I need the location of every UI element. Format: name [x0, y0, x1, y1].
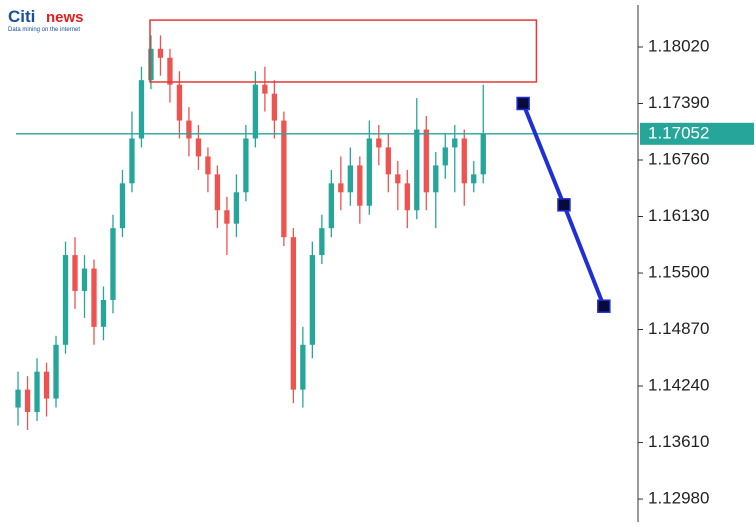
candle-body	[262, 84, 268, 94]
candle-body	[205, 156, 211, 175]
candle-body	[471, 174, 477, 184]
y-tick-label: 1.17390	[648, 93, 709, 112]
projection-point	[516, 96, 530, 111]
candle-body	[404, 183, 410, 211]
candle-body	[423, 129, 429, 193]
candle-body	[176, 84, 183, 121]
y-tick-label: 1.13610	[648, 432, 709, 451]
candle-body	[338, 183, 344, 193]
candle-body	[62, 255, 69, 345]
candle-body	[129, 138, 135, 184]
candle-body	[148, 48, 154, 81]
candle-body	[395, 174, 401, 184]
candle-body	[110, 228, 116, 300]
candle-body	[442, 147, 448, 166]
candle-body	[195, 138, 202, 157]
candle-body	[347, 165, 353, 193]
candle-body	[233, 192, 240, 224]
candle-body	[15, 389, 21, 408]
candle-body	[119, 183, 126, 229]
candle-body	[328, 183, 335, 229]
candle-body	[366, 138, 372, 206]
candle-body	[157, 48, 164, 58]
logo-tagline: Data mining on the internet	[8, 27, 80, 33]
candle-body	[100, 299, 107, 327]
candle-body	[357, 165, 363, 206]
candle-body	[81, 268, 88, 291]
candle-body	[214, 174, 221, 211]
candle-body	[243, 138, 249, 193]
y-tick-label: 1.14870	[648, 319, 709, 338]
last-price-label: 1.17052	[648, 123, 709, 142]
logo-brand: Citi	[8, 7, 35, 26]
y-tick-label: 1.14240	[648, 376, 709, 395]
candle-body	[43, 371, 50, 399]
candle-body	[385, 147, 391, 175]
candle-body	[72, 255, 78, 291]
candle-body	[252, 84, 259, 139]
candle-body	[271, 93, 278, 121]
candle-body	[319, 228, 325, 256]
projection-point	[597, 299, 611, 313]
candle-body	[224, 210, 230, 224]
candle-body	[91, 268, 97, 327]
candle-body	[167, 57, 173, 85]
candle-body	[461, 138, 467, 184]
last-price-box	[640, 122, 754, 145]
candle-body	[309, 255, 316, 345]
candle-body	[24, 389, 31, 413]
projection-point	[557, 198, 571, 212]
candle-body	[138, 80, 145, 139]
candle-body	[376, 138, 382, 148]
y-tick-label: 1.16760	[648, 149, 709, 168]
candle-body	[414, 129, 420, 211]
candle-body	[186, 120, 192, 139]
candle-body	[53, 344, 59, 399]
resistance-zone	[149, 19, 538, 83]
candle-body	[290, 237, 297, 390]
candle-body	[34, 371, 40, 413]
logo-name: news	[46, 9, 84, 26]
y-tick-label: 1.15500	[648, 263, 709, 282]
y-tick-label: 1.16130	[648, 206, 709, 225]
candle-body	[300, 344, 306, 390]
candle-body	[452, 138, 458, 148]
candle-body	[480, 133, 486, 175]
candle-body	[433, 165, 439, 193]
y-tick-label: 1.18020	[648, 36, 709, 55]
logo: Citi news Data mining on the internet	[8, 7, 84, 33]
candle-body	[281, 120, 287, 238]
y-tick-label: 1.12980	[648, 489, 709, 508]
